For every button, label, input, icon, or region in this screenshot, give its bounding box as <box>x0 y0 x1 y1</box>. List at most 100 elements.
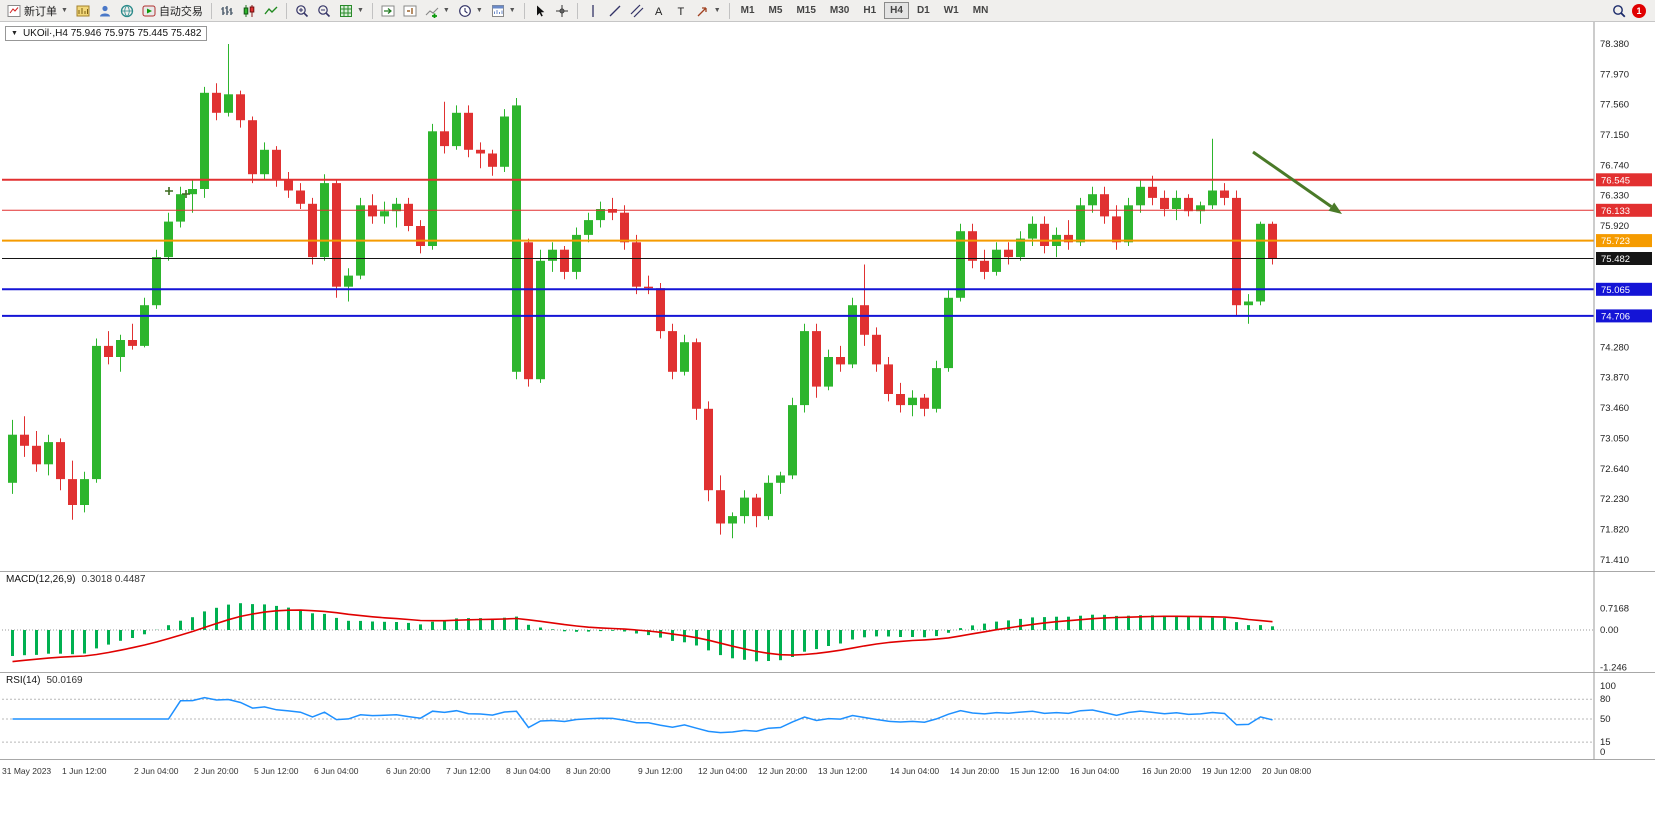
timeframe-d1[interactable]: D1 <box>916 5 930 16</box>
channel-icon <box>630 4 644 18</box>
crosshair-button[interactable] <box>551 1 573 20</box>
text-button[interactable]: A <box>648 1 670 20</box>
svg-text:76.330: 76.330 <box>1600 191 1629 202</box>
new-chart-button[interactable]: ▼ <box>335 1 368 20</box>
svg-text:15 Jun 12:00: 15 Jun 12:00 <box>1010 766 1059 776</box>
svg-text:12 Jun 04:00: 12 Jun 04:00 <box>698 766 747 776</box>
svg-text:76.740: 76.740 <box>1600 160 1629 171</box>
timeframe-m30[interactable]: M30 <box>829 5 850 16</box>
zoom-in-button[interactable] <box>291 1 313 20</box>
svg-text:A: A <box>655 6 663 18</box>
indicators-plus-icon <box>425 4 439 18</box>
chart-shift-button[interactable] <box>399 1 421 20</box>
svg-text:75.723: 75.723 <box>1601 236 1630 247</box>
market-watch-button[interactable] <box>116 1 138 20</box>
chart-canvas[interactable]: 78.380 77.970 77.560 77.150 76.740 76.330 75.9… <box>0 22 1655 827</box>
svg-text:78.380: 78.380 <box>1600 39 1629 50</box>
timeframe-h1[interactable]: H1 <box>863 5 877 16</box>
svg-text:13 Jun 12:00: 13 Jun 12:00 <box>818 766 867 776</box>
timeframe-m5[interactable]: M5 <box>768 5 783 16</box>
templates-button[interactable]: ▼ <box>487 1 520 20</box>
line-chart-button[interactable] <box>260 1 282 20</box>
cursor-icon <box>533 4 547 18</box>
chart-window: 78.380 77.970 77.560 77.150 76.740 76.330 75.9… <box>0 22 1655 827</box>
arrow-tool-icon <box>696 4 710 18</box>
svg-text:2 Jun 04:00: 2 Jun 04:00 <box>134 766 179 776</box>
svg-text:15: 15 <box>1600 737 1611 748</box>
indicators-button[interactable]: ▼ <box>421 1 454 20</box>
svg-text:19 Jun 12:00: 19 Jun 12:00 <box>1202 766 1251 776</box>
svg-text:77.970: 77.970 <box>1600 69 1629 80</box>
timeframe-h4[interactable]: H4 <box>884 2 909 19</box>
svg-text:75.482: 75.482 <box>1601 254 1630 265</box>
toolbar-separator <box>728 2 730 19</box>
svg-text:73.460: 73.460 <box>1600 403 1629 414</box>
toolbar-separator <box>371 2 373 19</box>
vertical-line-icon <box>586 4 600 18</box>
text-t-icon: T <box>674 4 688 18</box>
trendline-button[interactable] <box>604 1 626 20</box>
zoom-out-button[interactable] <box>313 1 335 20</box>
autotrade-button[interactable]: 自动交易 <box>138 1 207 20</box>
svg-text:77.150: 77.150 <box>1600 130 1629 141</box>
auto-scroll-button[interactable] <box>377 1 399 20</box>
new-order-label: 新订单 <box>24 5 57 18</box>
text-a-icon: A <box>652 4 666 18</box>
cursor-button[interactable] <box>529 1 551 20</box>
svg-text:7 Jun 12:00: 7 Jun 12:00 <box>446 766 491 776</box>
svg-text:14 Jun 20:00: 14 Jun 20:00 <box>950 766 999 776</box>
svg-text:0.7168: 0.7168 <box>1600 604 1629 615</box>
equidistant-channel-button[interactable] <box>626 1 648 20</box>
svg-text:74.706: 74.706 <box>1601 311 1630 322</box>
search-button[interactable] <box>1608 1 1630 20</box>
periods-button[interactable]: ▼ <box>454 1 487 20</box>
candlestick-chart-button[interactable] <box>238 1 260 20</box>
timeframe-m1[interactable]: M1 <box>740 5 755 16</box>
svg-text:8 Jun 04:00: 8 Jun 04:00 <box>506 766 551 776</box>
new-order-icon <box>7 4 21 18</box>
template-icon <box>491 4 505 18</box>
crosshair-icon <box>555 4 569 18</box>
notification-badge[interactable]: 1 <box>1632 3 1646 18</box>
arrow-tools-button[interactable]: ▼ <box>692 1 725 20</box>
timeframe-w1[interactable]: W1 <box>943 5 959 16</box>
svg-text:5 Jun 12:00: 5 Jun 12:00 <box>254 766 299 776</box>
new-order-button[interactable]: 新订单 ▼ <box>3 1 72 20</box>
svg-text:71.410: 71.410 <box>1600 555 1629 566</box>
grid-icon <box>339 4 353 18</box>
svg-text:74.280: 74.280 <box>1600 342 1629 353</box>
svg-text:72.640: 72.640 <box>1600 464 1629 475</box>
chart-window-button[interactable] <box>72 1 94 20</box>
svg-text:76.545: 76.545 <box>1601 175 1630 186</box>
svg-text:2 Jun 20:00: 2 Jun 20:00 <box>194 766 239 776</box>
timeframe-m15[interactable]: M15 <box>796 5 816 16</box>
svg-text:14 Jun 04:00: 14 Jun 04:00 <box>890 766 939 776</box>
svg-text:8 Jun 20:00: 8 Jun 20:00 <box>566 766 611 776</box>
vertical-line-button[interactable] <box>582 1 604 20</box>
search-icon <box>1612 4 1626 18</box>
svg-text:100: 100 <box>1600 681 1616 692</box>
bars-chart-button[interactable] <box>216 1 238 20</box>
chevron-down-icon: ▼ <box>508 7 516 14</box>
timeframe-mn[interactable]: MN <box>972 5 989 16</box>
toolbar-separator <box>523 2 525 19</box>
zoom-out-icon <box>317 4 331 18</box>
chart-window-icon <box>76 4 90 18</box>
svg-text:50: 50 <box>1600 714 1611 725</box>
toolbar-separator <box>285 2 287 19</box>
bars-chart-icon <box>220 4 234 18</box>
chevron-down-icon: ▼ <box>713 7 721 14</box>
autotrade-icon <box>142 4 156 18</box>
text-label-button[interactable]: T <box>670 1 692 20</box>
svg-text:76.133: 76.133 <box>1601 206 1630 217</box>
toolbar: 新订单 ▼ 自动交易 <box>0 0 1655 22</box>
svg-text:6 Jun 20:00: 6 Jun 20:00 <box>386 766 431 776</box>
svg-text:12 Jun 20:00: 12 Jun 20:00 <box>758 766 807 776</box>
svg-text:1 Jun 12:00: 1 Jun 12:00 <box>62 766 107 776</box>
svg-text:31 May 2023: 31 May 2023 <box>2 766 51 776</box>
accounts-button[interactable] <box>94 1 116 20</box>
svg-text:16 Jun 20:00: 16 Jun 20:00 <box>1142 766 1191 776</box>
chevron-down-icon: ▼ <box>475 7 483 14</box>
globe-icon <box>120 4 134 18</box>
clock-icon <box>458 4 472 18</box>
